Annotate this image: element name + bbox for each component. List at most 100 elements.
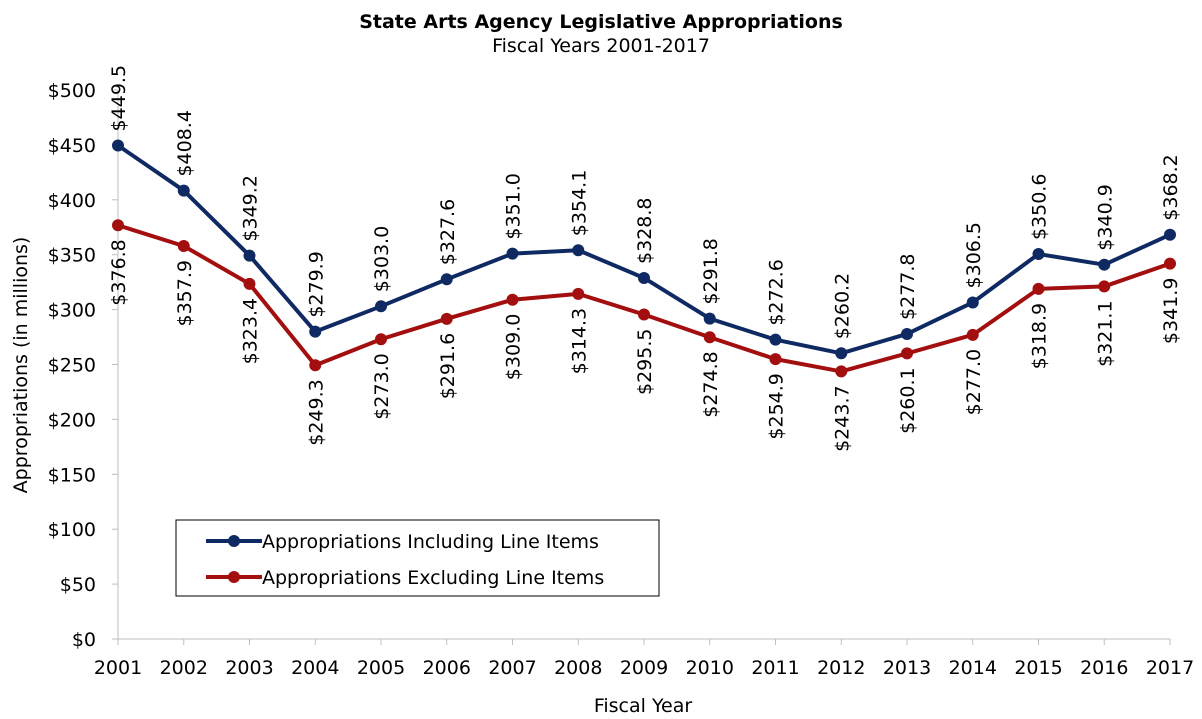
x-tick-label: 2006 xyxy=(423,657,471,679)
x-tick-label: 2012 xyxy=(817,657,865,679)
data-point xyxy=(243,249,256,262)
data-point xyxy=(966,328,979,341)
data-label: $368.2 xyxy=(1160,154,1182,220)
data-point xyxy=(1164,228,1176,241)
data-label: $291.6 xyxy=(437,333,459,399)
data-point xyxy=(243,277,256,290)
data-label: $449.5 xyxy=(108,65,130,131)
x-tick-label: 2013 xyxy=(883,657,931,679)
data-point xyxy=(1098,280,1111,293)
data-point xyxy=(769,333,782,346)
data-point xyxy=(572,287,585,300)
data-label: $328.8 xyxy=(634,197,656,263)
y-tick-label: $350 xyxy=(48,245,96,267)
y-tick-label: $0 xyxy=(72,629,96,651)
x-tick-label: 2002 xyxy=(160,657,208,679)
y-tick-label: $400 xyxy=(48,190,96,212)
data-labels: $449.5 $408.4 $349.2 $279.9 $303.0 $327.6 $351… xyxy=(108,65,1182,452)
data-point xyxy=(112,219,124,232)
x-tick-label: 2010 xyxy=(686,657,734,679)
data-label: $295.5 xyxy=(634,329,656,395)
data-label: $279.9 xyxy=(305,251,327,317)
data-point xyxy=(1032,282,1045,295)
x-tick-label: 2004 xyxy=(291,657,339,679)
x-tick-label: 2017 xyxy=(1146,657,1194,679)
legend-label-including: Appropriations Including Line Items xyxy=(262,531,599,553)
data-label: $341.9 xyxy=(1160,278,1182,344)
data-point xyxy=(835,347,848,360)
data-label: $303.0 xyxy=(371,226,393,292)
data-point xyxy=(1032,248,1045,261)
data-label: $243.7 xyxy=(831,385,853,451)
data-label: $354.1 xyxy=(568,170,590,236)
data-point xyxy=(638,308,650,321)
data-point xyxy=(309,325,322,338)
data-label: $273.0 xyxy=(371,353,393,419)
data-point xyxy=(901,347,913,360)
y-tick-label: $300 xyxy=(48,300,96,322)
chart-title: State Arts Agency Legislative Appropriat… xyxy=(359,11,843,33)
x-tick-label: 2009 xyxy=(620,657,668,679)
data-label: $340.9 xyxy=(1094,184,1116,250)
legend-box xyxy=(175,519,660,597)
data-point xyxy=(966,296,979,309)
y-axis-title: Appropriations (in millions) xyxy=(10,237,32,494)
data-label: $306.5 xyxy=(963,222,985,288)
data-label: $350.6 xyxy=(1029,174,1051,240)
data-point xyxy=(177,240,190,253)
data-label: $327.6 xyxy=(437,199,459,265)
data-point xyxy=(440,273,453,286)
data-point xyxy=(1098,258,1111,271)
data-label: $277.8 xyxy=(897,253,919,319)
x-tick-label: 2007 xyxy=(488,657,536,679)
data-point xyxy=(375,333,387,346)
data-label: $357.9 xyxy=(174,260,196,326)
x-tick-label: 2014 xyxy=(949,657,997,679)
x-tick-label: 2003 xyxy=(225,657,273,679)
y-tick-label: $100 xyxy=(48,519,96,541)
x-tick-label: 2015 xyxy=(1014,657,1062,679)
x-tick-label: 2016 xyxy=(1080,657,1128,679)
data-label: $351.0 xyxy=(503,173,525,239)
data-point xyxy=(112,139,124,152)
x-tick-label: 2008 xyxy=(554,657,602,679)
data-label: $260.2 xyxy=(831,273,853,339)
data-label: $408.4 xyxy=(174,110,196,176)
legend-marker-including xyxy=(228,535,240,547)
data-label: $254.9 xyxy=(766,373,788,439)
data-label: $291.8 xyxy=(700,238,722,304)
data-point xyxy=(769,353,782,366)
data-label: $318.9 xyxy=(1029,303,1051,369)
data-point xyxy=(703,312,716,325)
y-tick-label: $250 xyxy=(48,355,96,377)
data-label: $349.2 xyxy=(240,175,262,241)
data-point xyxy=(1164,257,1176,270)
data-point xyxy=(177,184,190,197)
x-tick-label: 2005 xyxy=(357,657,405,679)
y-tick-label: $50 xyxy=(60,574,96,596)
data-point xyxy=(506,247,519,260)
data-point xyxy=(901,327,913,340)
axes: $0 $50 $100 $150 $200 $250 $300 $350 $400 $450 $50… xyxy=(48,80,1195,679)
x-tick-label: 2011 xyxy=(751,657,799,679)
legend-marker-excluding xyxy=(228,571,240,583)
data-point xyxy=(309,359,322,372)
x-axis-title: Fiscal Year xyxy=(594,695,693,717)
series-layer xyxy=(112,139,1176,378)
data-point xyxy=(375,300,387,313)
y-tick-label: $450 xyxy=(48,135,96,157)
data-point xyxy=(572,244,585,257)
data-label: $323.4 xyxy=(240,298,262,364)
data-label: $260.1 xyxy=(897,367,919,433)
data-point xyxy=(440,312,453,325)
data-point xyxy=(638,271,650,284)
data-label: $249.3 xyxy=(305,379,327,445)
data-label: $274.8 xyxy=(700,351,722,417)
legend: Appropriations Including Line Items Appr… xyxy=(175,519,660,597)
y-tick-label: $200 xyxy=(48,409,96,431)
data-label: $272.6 xyxy=(766,259,788,325)
data-label: $321.1 xyxy=(1094,300,1116,366)
data-point xyxy=(506,293,519,306)
